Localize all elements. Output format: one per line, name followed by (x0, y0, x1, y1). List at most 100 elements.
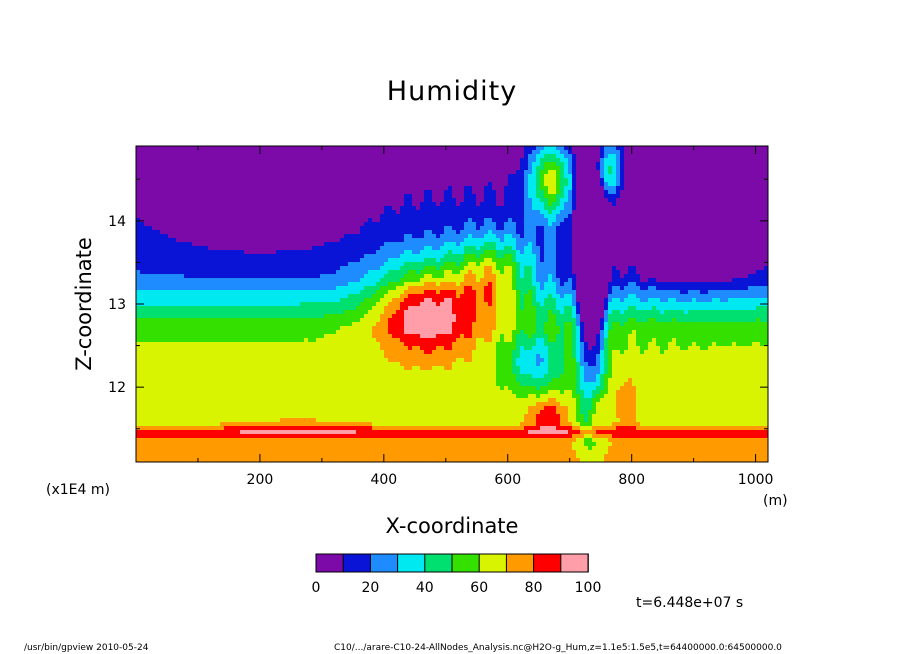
field-cell (712, 214, 717, 219)
field-cell (320, 182, 325, 187)
field-cell (256, 242, 261, 247)
field-cell (632, 194, 637, 199)
field-cell (500, 162, 505, 167)
field-cell (484, 146, 489, 151)
field-cell (456, 202, 461, 207)
field-cell (444, 266, 449, 271)
field-cell (212, 238, 217, 243)
field-cell (408, 182, 413, 187)
field-cell (528, 226, 533, 231)
field-cell (756, 170, 761, 175)
field-cell (692, 214, 697, 219)
field-cell (708, 158, 713, 163)
field-cell (240, 230, 245, 235)
field-cell (528, 242, 533, 247)
field-cell (624, 234, 629, 239)
field-cell (640, 182, 645, 187)
field-cell (156, 230, 161, 235)
field-cell (528, 174, 533, 179)
field-cell (668, 238, 673, 243)
field-cell (720, 146, 725, 151)
field-cell (688, 186, 693, 191)
field-cell (532, 234, 537, 239)
field-cell (584, 182, 589, 187)
field-cell (224, 266, 229, 271)
field-cell (668, 246, 673, 251)
field-cell (556, 198, 561, 203)
field-cell (304, 254, 309, 259)
field-cell (400, 250, 405, 255)
field-cell (140, 250, 145, 255)
field-cell (536, 206, 541, 211)
field-cell (252, 230, 257, 235)
field-cell (740, 154, 745, 159)
field-cell (696, 254, 701, 259)
field-cell (336, 202, 341, 207)
field-cell (392, 206, 397, 211)
field-cell (224, 170, 229, 175)
field-cell (648, 238, 653, 243)
field-cell (688, 190, 693, 195)
field-cell (512, 162, 517, 167)
field-cell (576, 226, 581, 231)
field-cell (624, 146, 629, 151)
field-cell (400, 158, 405, 163)
field-cell (160, 198, 165, 203)
field-cell (236, 238, 241, 243)
field-cell (616, 230, 621, 235)
field-cell (444, 198, 449, 203)
field-cell (168, 150, 173, 155)
field-cell (288, 254, 293, 259)
field-cell (208, 218, 213, 223)
field-cell (260, 146, 265, 151)
field-cell (704, 222, 709, 227)
field-cell (304, 206, 309, 211)
field-cell (492, 238, 497, 243)
field-cell (592, 154, 597, 159)
field-cell (212, 246, 217, 251)
field-cell (760, 206, 765, 211)
field-cell (624, 166, 629, 171)
field-cell (280, 154, 285, 159)
field-cell (204, 242, 209, 247)
field-cell (748, 218, 753, 223)
field-cell (584, 178, 589, 183)
field-cell (260, 186, 265, 191)
field-cell (220, 166, 225, 171)
field-cell (148, 238, 153, 243)
field-cell (176, 266, 181, 271)
field-cell (448, 258, 453, 263)
field-cell (564, 210, 569, 215)
field-cell (660, 170, 665, 175)
field-cell (360, 190, 365, 195)
field-cell (628, 146, 633, 151)
field-cell (216, 198, 221, 203)
field-cell (364, 182, 369, 187)
field-cell (580, 154, 585, 159)
field-cell (760, 214, 765, 219)
field-cell (236, 178, 241, 183)
field-cell (332, 254, 337, 259)
field-cell (632, 190, 637, 195)
field-cell (264, 194, 269, 199)
field-cell (552, 226, 557, 231)
field-cell (672, 202, 677, 207)
field-cell (660, 150, 665, 155)
field-cell (280, 258, 285, 263)
field-cell (352, 182, 357, 187)
field-cell (628, 194, 633, 199)
field-cell (588, 198, 593, 203)
field-cell (332, 250, 337, 255)
field-cell (228, 166, 233, 171)
field-cell (344, 242, 349, 247)
field-cell (288, 234, 293, 239)
field-cell (432, 194, 437, 199)
field-cell (652, 158, 657, 163)
field-cell (276, 246, 281, 251)
field-cell (560, 214, 565, 219)
field-cell (200, 258, 205, 263)
field-cell (396, 266, 401, 271)
field-cell (440, 222, 445, 227)
field-cell (156, 222, 161, 227)
field-cell (652, 198, 657, 203)
